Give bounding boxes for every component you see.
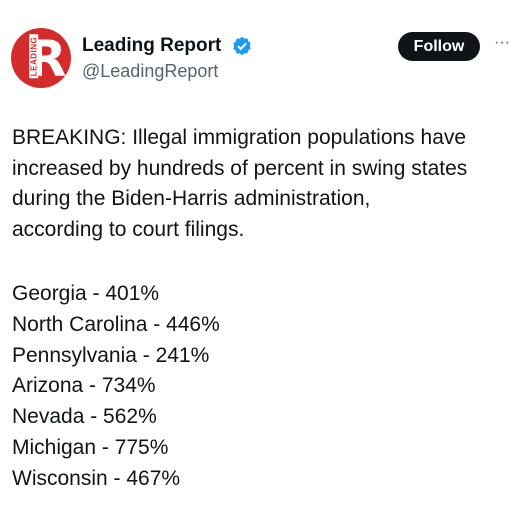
avatar[interactable]: R LEADING <box>11 28 71 88</box>
body-line: according to court filings. <box>12 218 245 242</box>
body-line: during the Biden-Harris administration, <box>12 187 371 211</box>
more-menu[interactable]: ··· <box>494 34 510 51</box>
avatar-text: LEADING <box>29 34 39 79</box>
list-item: Nevada - 562% <box>12 405 157 429</box>
list-item: Pennsylvania - 241% <box>12 343 210 367</box>
handle[interactable]: @LeadingReport <box>82 61 219 81</box>
list-item: Michigan - 775% <box>12 436 169 459</box>
body-line: increased by hundreds of percent in swin… <box>12 156 468 180</box>
list-item: Arizona - 734% <box>12 374 156 398</box>
follow-button[interactable]: Follow <box>398 32 480 61</box>
list-item: Georgia - 401% <box>12 282 160 305</box>
list-item: North Carolina - 446% <box>12 312 220 336</box>
verified-badge <box>233 36 251 56</box>
display-name[interactable]: Leading Report <box>82 35 222 56</box>
list-item: Wisconsin - 467% <box>12 466 181 490</box>
body-line: BREAKING: Illegal immigration population… <box>12 126 467 149</box>
